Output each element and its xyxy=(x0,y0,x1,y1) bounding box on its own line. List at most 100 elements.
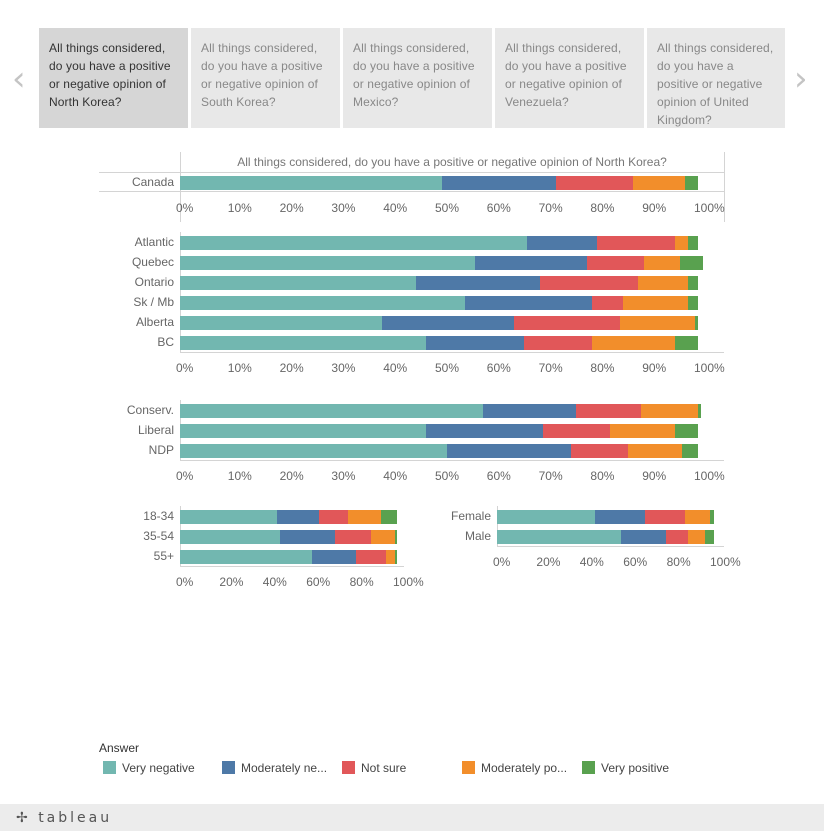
bar-segment[interactable] xyxy=(180,336,427,350)
bar-segment[interactable] xyxy=(609,424,675,438)
bar-segment[interactable] xyxy=(180,236,528,250)
legend-label: Moderately po... xyxy=(481,761,568,775)
bar-segment[interactable] xyxy=(695,316,698,330)
next-arrow[interactable]: › xyxy=(794,62,808,96)
bar-segment[interactable] xyxy=(643,256,680,270)
chevron-right-icon: › xyxy=(794,59,808,99)
bar-segment[interactable] xyxy=(571,444,629,458)
bar-segment[interactable] xyxy=(527,236,597,250)
bar-segment[interactable] xyxy=(312,550,356,564)
bar-segment[interactable] xyxy=(638,276,688,290)
bar-segment[interactable] xyxy=(382,316,515,330)
bar-segment[interactable] xyxy=(180,256,476,270)
bar-segment[interactable] xyxy=(180,404,484,418)
bar-segment[interactable] xyxy=(705,530,714,544)
bar-segment[interactable] xyxy=(644,510,685,524)
bar-segment[interactable] xyxy=(687,236,698,250)
legend-item-very-negative[interactable]: Very negative xyxy=(103,761,195,775)
bar-segment[interactable] xyxy=(620,530,667,544)
bar-segment[interactable] xyxy=(666,530,688,544)
x-tick-label: 90% xyxy=(642,361,667,375)
tab-mexico[interactable]: All things considered, do you have a pos… xyxy=(343,28,492,128)
legend-item-not-sure[interactable]: Not sure xyxy=(342,761,406,775)
bar-segment[interactable] xyxy=(415,276,540,290)
bar-segment[interactable] xyxy=(674,236,688,250)
bar-segment[interactable] xyxy=(555,176,634,190)
bar-segment[interactable] xyxy=(685,176,698,190)
bar-segment[interactable] xyxy=(279,530,336,544)
bar-segment[interactable] xyxy=(426,336,525,350)
bar-segment[interactable] xyxy=(514,316,621,330)
bar-segment[interactable] xyxy=(674,336,698,350)
bar-segment[interactable] xyxy=(687,276,698,290)
tableau-logo[interactable]: ✢ tableau xyxy=(16,810,112,826)
bar-segment[interactable] xyxy=(446,444,572,458)
bar-segment[interactable] xyxy=(180,424,427,438)
bar-segment[interactable] xyxy=(355,550,387,564)
bar-segment[interactable] xyxy=(335,530,371,544)
x-tick-label: 30% xyxy=(331,201,356,215)
bar-segment[interactable] xyxy=(679,256,704,270)
bar-segment[interactable] xyxy=(180,550,313,564)
bar-segment[interactable] xyxy=(380,510,397,524)
bar-segment[interactable] xyxy=(682,444,698,458)
category-label: Ontario xyxy=(134,275,174,289)
bar-segment[interactable] xyxy=(698,404,701,418)
bar-segment[interactable] xyxy=(180,316,383,330)
bar-segment[interactable] xyxy=(180,510,277,524)
bar-segment[interactable] xyxy=(464,296,592,310)
bar-segment[interactable] xyxy=(540,276,639,290)
bar-segment[interactable] xyxy=(370,530,395,544)
category-label: 18-34 xyxy=(143,509,174,523)
bar-segment[interactable] xyxy=(684,510,710,524)
bar-segment[interactable] xyxy=(426,424,543,438)
x-tick-label: 80% xyxy=(666,555,691,569)
bar-segment[interactable] xyxy=(348,510,381,524)
bar-segment[interactable] xyxy=(394,550,397,564)
prev-arrow[interactable]: ‹ xyxy=(12,62,26,96)
x-tick-label: 20% xyxy=(536,555,561,569)
tableau-plus-icon: ✢ xyxy=(16,810,31,826)
bar-segment[interactable] xyxy=(687,296,698,310)
bar-segment[interactable] xyxy=(596,236,675,250)
bar-segment[interactable] xyxy=(180,444,447,458)
bar-segment[interactable] xyxy=(394,530,397,544)
bar-segment[interactable] xyxy=(180,296,465,310)
bar-segment[interactable] xyxy=(441,176,556,190)
bar-segment[interactable] xyxy=(180,530,280,544)
bar-segment[interactable] xyxy=(586,256,644,270)
bar-segment[interactable] xyxy=(594,510,645,524)
bar-segment[interactable] xyxy=(591,296,623,310)
bar-segment[interactable] xyxy=(524,336,592,350)
bar-segment[interactable] xyxy=(180,176,442,190)
tab-united-kingdom[interactable]: All things considered, do you have a pos… xyxy=(647,28,785,128)
bar-segment[interactable] xyxy=(497,510,595,524)
tab-venezuela[interactable]: All things considered, do you have a pos… xyxy=(495,28,644,128)
bar-segment[interactable] xyxy=(180,276,416,290)
bar-segment[interactable] xyxy=(386,550,395,564)
bar-segment[interactable] xyxy=(674,424,698,438)
legend-item-moderately-positive[interactable]: Moderately po... xyxy=(462,761,567,775)
bar-segment[interactable] xyxy=(276,510,319,524)
bar-segment[interactable] xyxy=(542,424,610,438)
bar-segment[interactable] xyxy=(475,256,587,270)
tab-south-korea[interactable]: All things considered, do you have a pos… xyxy=(191,28,340,128)
bar-segment[interactable] xyxy=(318,510,349,524)
x-tick-label: 30% xyxy=(331,469,356,483)
category-label: NDP xyxy=(148,443,174,457)
bar-segment[interactable] xyxy=(709,510,714,524)
bar-segment[interactable] xyxy=(641,404,698,418)
bar-segment[interactable] xyxy=(591,336,675,350)
x-tick-label: 40% xyxy=(383,469,408,483)
bar-segment[interactable] xyxy=(576,404,642,418)
bar-segment[interactable] xyxy=(497,530,621,544)
bar-segment[interactable] xyxy=(687,530,706,544)
bar-segment[interactable] xyxy=(633,176,686,190)
tab-north-korea[interactable]: All things considered, do you have a pos… xyxy=(39,28,188,128)
bar-segment[interactable] xyxy=(483,404,577,418)
legend-item-moderately-negative[interactable]: Moderately ne... xyxy=(222,761,327,775)
bar-segment[interactable] xyxy=(620,316,696,330)
bar-segment[interactable] xyxy=(622,296,688,310)
bar-segment[interactable] xyxy=(628,444,683,458)
legend-item-very-positive[interactable]: Very positive xyxy=(582,761,669,775)
